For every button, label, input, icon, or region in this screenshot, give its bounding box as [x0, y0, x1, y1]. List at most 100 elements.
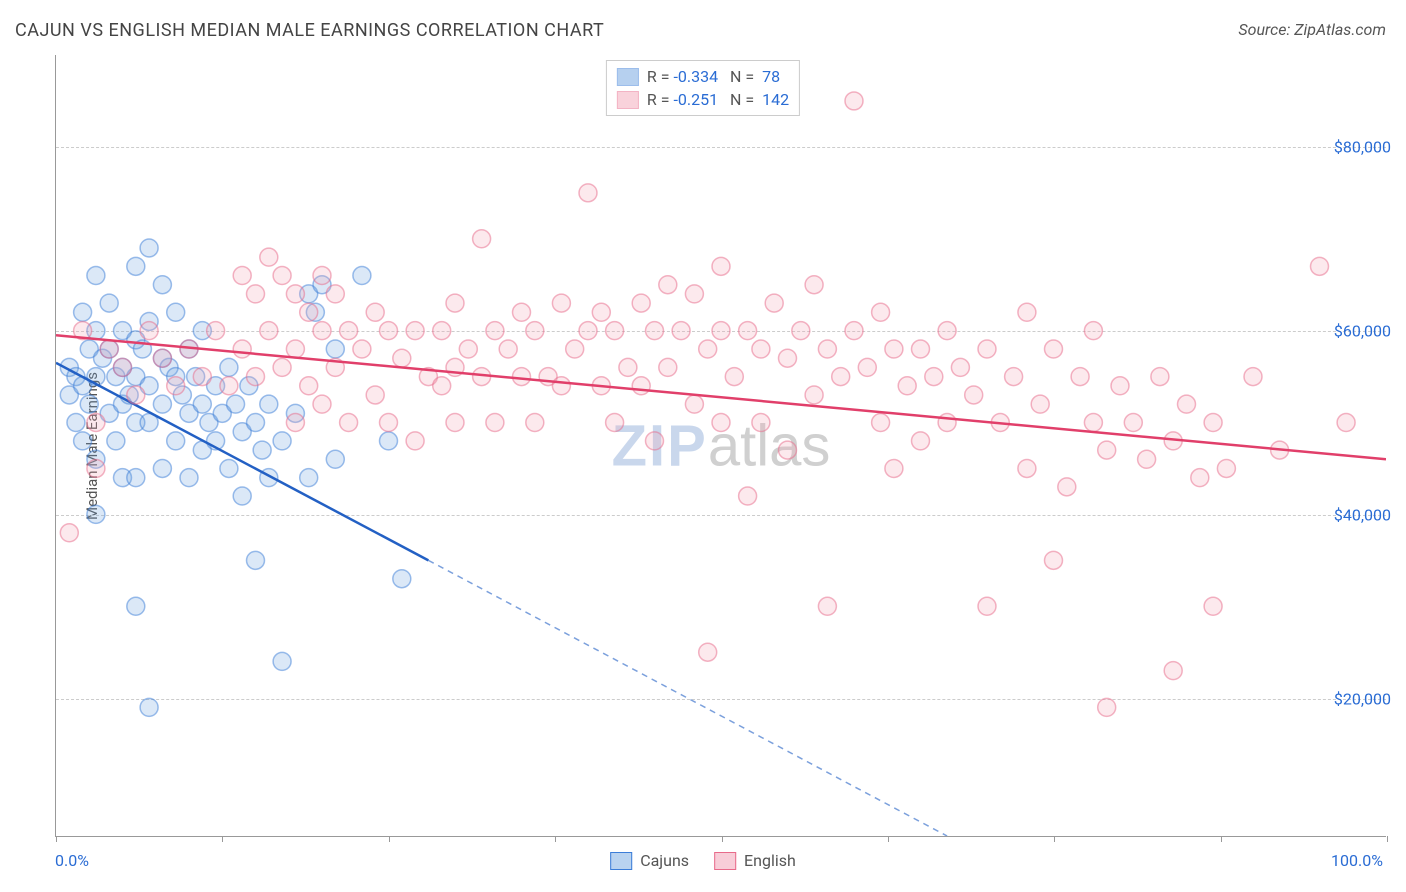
- data-point: [406, 322, 424, 340]
- data-point: [67, 414, 85, 432]
- data-point: [752, 414, 770, 432]
- data-point: [739, 487, 757, 505]
- data-point: [1337, 414, 1355, 432]
- data-point: [107, 432, 125, 450]
- data-point: [140, 322, 158, 340]
- x-tick-label: 0.0%: [55, 851, 89, 870]
- data-point: [792, 322, 810, 340]
- legend-swatch: [617, 68, 639, 86]
- data-point: [832, 368, 850, 386]
- data-point: [233, 487, 251, 505]
- data-point: [978, 597, 996, 615]
- data-point: [233, 340, 251, 358]
- data-point: [513, 368, 531, 386]
- data-point: [260, 248, 278, 266]
- data-point: [273, 267, 291, 285]
- data-point: [978, 340, 996, 358]
- data-point: [60, 524, 78, 542]
- data-point: [765, 294, 783, 312]
- data-point: [1151, 368, 1169, 386]
- data-point: [912, 432, 930, 450]
- data-point: [1084, 322, 1102, 340]
- data-point: [646, 322, 664, 340]
- data-point: [127, 597, 145, 615]
- data-point: [951, 358, 969, 376]
- data-point: [207, 322, 225, 340]
- data-point: [632, 377, 650, 395]
- x-tick: [389, 836, 390, 842]
- data-point: [87, 414, 105, 432]
- data-point: [592, 303, 610, 321]
- plot-area: ZIPatlas: [55, 55, 1386, 837]
- data-point: [87, 459, 105, 477]
- data-point: [260, 395, 278, 413]
- stats-legend-row: R = -0.334 N = 78: [617, 65, 789, 88]
- data-point: [486, 414, 504, 432]
- data-point: [80, 395, 98, 413]
- data-point: [845, 92, 863, 110]
- data-point: [220, 377, 238, 395]
- x-tick: [1221, 836, 1222, 842]
- data-point: [606, 322, 624, 340]
- data-point: [1204, 414, 1222, 432]
- data-point: [858, 358, 876, 376]
- data-point: [459, 340, 477, 358]
- data-point: [260, 322, 278, 340]
- legend-item: English: [714, 851, 796, 870]
- data-point: [752, 340, 770, 358]
- data-point: [1124, 414, 1142, 432]
- data-point: [1031, 395, 1049, 413]
- data-point: [313, 322, 331, 340]
- data-point: [566, 340, 584, 358]
- legend-swatch: [617, 91, 639, 109]
- data-point: [672, 322, 690, 340]
- data-point: [353, 267, 371, 285]
- data-point: [1071, 368, 1089, 386]
- data-point: [300, 469, 318, 487]
- x-tick: [1387, 836, 1388, 842]
- data-point: [167, 432, 185, 450]
- data-point: [1005, 368, 1023, 386]
- data-point: [1045, 551, 1063, 569]
- data-point: [393, 349, 411, 367]
- data-point: [286, 414, 304, 432]
- x-tick: [555, 836, 556, 842]
- data-point: [552, 377, 570, 395]
- data-point: [220, 358, 238, 376]
- data-point: [779, 349, 797, 367]
- data-point: [805, 386, 823, 404]
- data-point: [1204, 597, 1222, 615]
- data-point: [326, 450, 344, 468]
- data-point: [619, 358, 637, 376]
- data-point: [153, 395, 171, 413]
- data-point: [380, 432, 398, 450]
- x-tick: [722, 836, 723, 842]
- data-point: [579, 184, 597, 202]
- data-point: [326, 285, 344, 303]
- data-point: [685, 395, 703, 413]
- data-point: [380, 322, 398, 340]
- data-point: [366, 386, 384, 404]
- data-point: [552, 294, 570, 312]
- data-point: [114, 358, 132, 376]
- data-point: [872, 414, 890, 432]
- data-point: [193, 395, 211, 413]
- data-point: [606, 414, 624, 432]
- data-point: [100, 340, 118, 358]
- data-point: [1098, 441, 1116, 459]
- data-point: [87, 505, 105, 523]
- stats-legend-row: R = -0.251 N = 142: [617, 88, 789, 111]
- data-point: [845, 322, 863, 340]
- data-point: [1084, 414, 1102, 432]
- data-point: [526, 322, 544, 340]
- data-point: [326, 340, 344, 358]
- data-point: [273, 432, 291, 450]
- data-point: [300, 377, 318, 395]
- series-legend: CajunsEnglish: [610, 851, 796, 870]
- data-point: [818, 340, 836, 358]
- data-point: [1111, 377, 1129, 395]
- data-point: [340, 414, 358, 432]
- data-point: [646, 432, 664, 450]
- data-point: [1045, 340, 1063, 358]
- data-point: [340, 322, 358, 340]
